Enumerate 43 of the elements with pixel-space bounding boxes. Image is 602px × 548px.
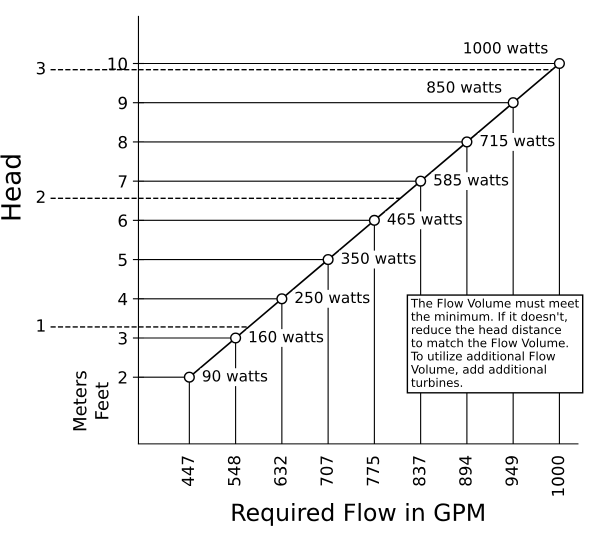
y-tick-label: 9	[118, 96, 127, 110]
x-tick-label: 894	[459, 456, 472, 486]
point	[184, 372, 195, 383]
x-tick-label: 837	[412, 456, 426, 486]
y-tick-label: 4	[118, 292, 128, 306]
annotation: 350 watts	[342, 252, 416, 264]
annotation: 585 watts	[434, 174, 508, 186]
x-tick-label: 775	[366, 456, 380, 486]
annotation: 465 watts	[388, 213, 462, 225]
ref-line-label: 2	[36, 190, 45, 203]
annotation: 715 watts	[480, 135, 554, 146]
annotation: 160 watts	[250, 330, 324, 342]
point	[230, 332, 242, 344]
point	[554, 58, 565, 70]
y-axis-title: Feet	[95, 382, 109, 419]
point	[322, 254, 334, 266]
annotation: 1000 watts	[464, 42, 548, 54]
annotation: 250 watts	[295, 292, 370, 304]
x-tick-label: 949	[505, 456, 518, 486]
annotation: 90 watts	[202, 370, 268, 382]
y-tick-label: 5	[118, 254, 127, 266]
y-tick-label: 7	[118, 175, 127, 188]
annotation: The Flow Volume must meet the minimum. If it doesn't, reduce the head distance to match the Flow Volume. To utilize additional Flow Volume, add additional turbines.	[410, 298, 579, 388]
x-tick-label: 707	[320, 456, 333, 486]
y-tick-label: 8	[118, 136, 127, 148]
point	[276, 293, 288, 304]
x-tick-label: 632	[274, 456, 287, 486]
y2-axis-title: Meters	[73, 371, 87, 430]
ref-line-label: 3	[36, 62, 45, 75]
x-tick-label: 447	[182, 456, 194, 486]
ref-line-label: 1	[37, 319, 45, 332]
x-axis-title: Required Flow in GPM	[232, 502, 484, 526]
y-tick-label: 6	[118, 214, 127, 227]
y-tick-label: 2	[118, 371, 126, 384]
point	[461, 136, 472, 148]
x-tick-label: 1000	[552, 456, 564, 496]
y-tick-label: 3	[118, 332, 127, 345]
point	[415, 176, 426, 187]
point	[508, 97, 519, 108]
text: Head	[0, 155, 21, 220]
x-tick-label: 548	[228, 456, 240, 486]
point	[368, 214, 380, 226]
annotation: 850 watts	[427, 81, 502, 93]
